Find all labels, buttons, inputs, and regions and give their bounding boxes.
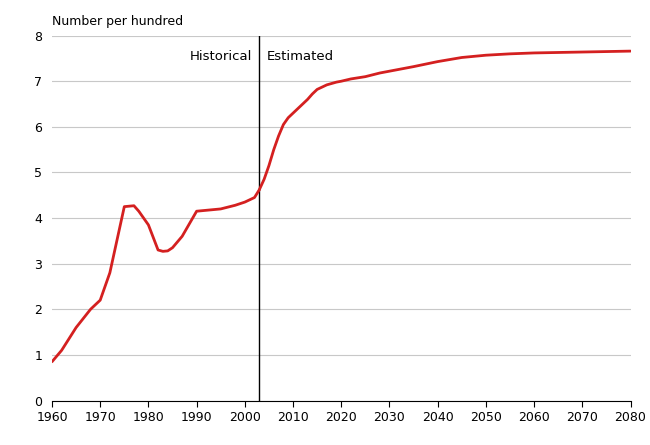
- Text: Historical: Historical: [190, 50, 252, 63]
- Text: Number per hundred: Number per hundred: [52, 15, 183, 28]
- Text: Estimated: Estimated: [266, 50, 333, 63]
